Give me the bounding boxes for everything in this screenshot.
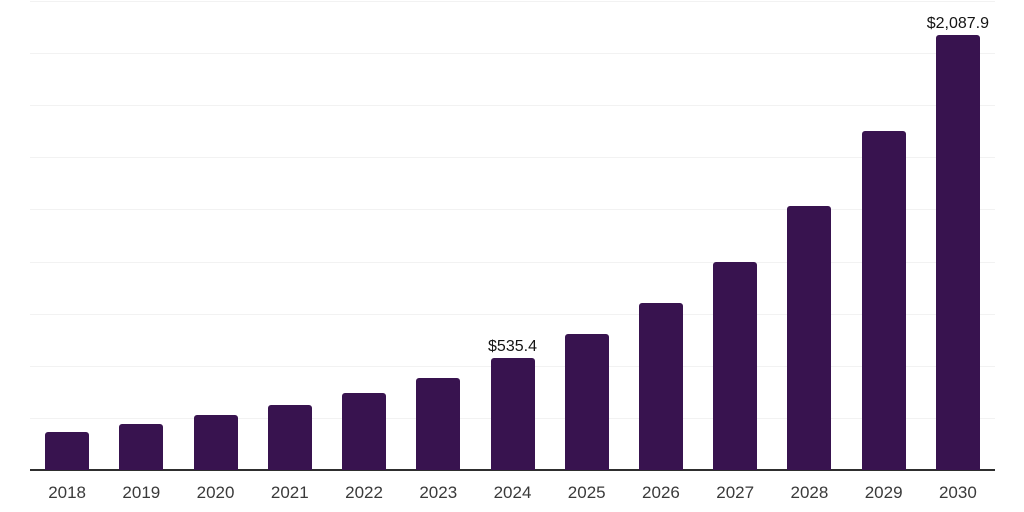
x-axis-line — [30, 469, 995, 471]
bar-2026 — [638, 302, 683, 470]
bar-2020 — [193, 414, 238, 470]
bar-2022 — [342, 392, 387, 470]
bar-2028 — [787, 206, 832, 470]
bar-2030 — [935, 34, 980, 470]
bar-2024 — [490, 358, 535, 470]
x-tick-label-2025: 2025 — [567, 483, 606, 502]
x-tick-label-2027: 2027 — [716, 483, 755, 502]
bar-2029 — [861, 131, 906, 470]
gridline-1500 — [30, 157, 995, 159]
bar-2025 — [564, 333, 609, 470]
bar-value-label-2024: $535.4 — [488, 338, 537, 356]
bar-value-label-2030: $2,087.9 — [926, 14, 990, 32]
x-tick-label-2022: 2022 — [345, 483, 383, 502]
bar-2019 — [119, 424, 164, 470]
gridline-2250 — [30, 1, 995, 2]
x-tick-label-2029: 2029 — [864, 483, 903, 502]
gridline-1750 — [30, 105, 995, 107]
gridline-1000 — [30, 261, 995, 263]
bar-2018 — [45, 432, 90, 470]
gridline-2000 — [30, 53, 995, 55]
x-tick-label-2021: 2021 — [270, 483, 309, 502]
x-tick-label-2023: 2023 — [419, 483, 458, 502]
x-tick-label-2024: 2024 — [493, 483, 532, 502]
x-tick-label-2020: 2020 — [196, 483, 235, 502]
x-tick-label-2028: 2028 — [790, 483, 829, 502]
x-tick-label-2018: 2018 — [48, 483, 87, 502]
bar-2021 — [267, 404, 312, 470]
bar-2027 — [713, 261, 758, 470]
gridline-1250 — [30, 209, 995, 211]
x-tick-label-2030: 2030 — [938, 483, 977, 502]
gridline-750 — [30, 313, 995, 315]
x-tick-label-2019: 2019 — [122, 483, 161, 502]
x-tick-label-2026: 2026 — [642, 483, 680, 502]
bar-2023 — [416, 378, 461, 470]
